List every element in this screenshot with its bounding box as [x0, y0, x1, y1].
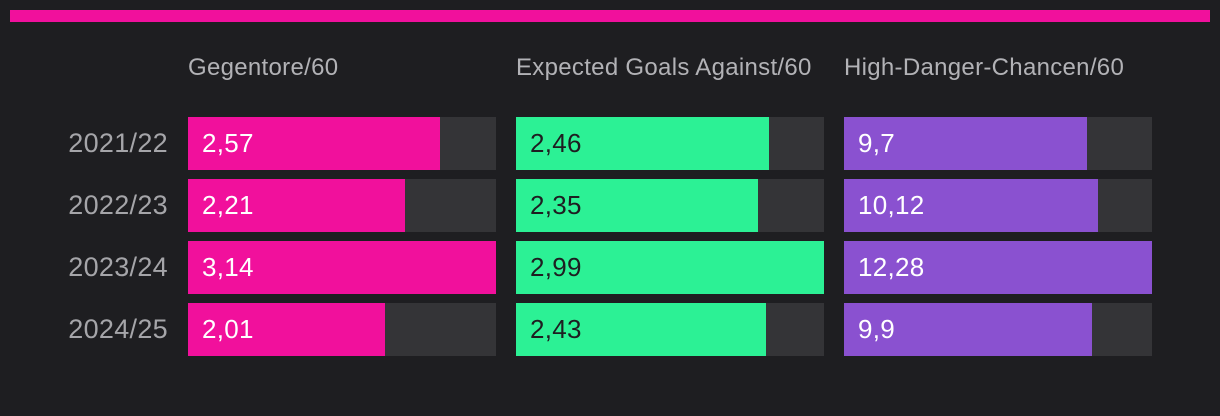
- bar-value: 2,35: [530, 190, 582, 220]
- bar-value: 2,01: [202, 314, 254, 344]
- bar-value: 10,12: [858, 190, 925, 220]
- bar-fill: 3,14: [188, 241, 496, 294]
- bar-fill: 2,57: [188, 117, 441, 170]
- corner-spacer: [0, 28, 168, 108]
- bar-fill: 10,12: [844, 179, 1098, 232]
- bar-track: 10,12: [844, 179, 1152, 232]
- bar-track: 2,21: [188, 179, 496, 232]
- season-label: 2022/23: [68, 190, 168, 220]
- bar-value: 2,43: [530, 314, 582, 344]
- bar-fill: 2,35: [516, 179, 759, 232]
- bar-fill: 9,7: [844, 117, 1088, 170]
- bar-chart: Gegentore/60 Expected Goals Against/60 H…: [0, 28, 1220, 356]
- bar-track: 2,46: [516, 117, 824, 170]
- bar-track: 3,14: [188, 241, 496, 294]
- bar-value: 9,7: [858, 128, 896, 158]
- bar-value: 9,9: [858, 314, 896, 344]
- column-header-expected-goals-against: Expected Goals Against/60: [516, 53, 812, 81]
- bar-track: 2,99: [516, 241, 824, 294]
- column-header-gegentore: Gegentore/60: [188, 53, 339, 81]
- bar-fill: 2,21: [188, 179, 405, 232]
- bar-fill: 9,9: [844, 303, 1093, 356]
- bar-track: 2,01: [188, 303, 496, 356]
- bar-track: 9,9: [844, 303, 1152, 356]
- bar-track: 2,35: [516, 179, 824, 232]
- bar-fill: 2,46: [516, 117, 770, 170]
- bar-track: 12,28: [844, 241, 1152, 294]
- bar-value: 12,28: [858, 252, 925, 282]
- bar-value: 2,46: [530, 128, 582, 158]
- accent-strip: [10, 10, 1210, 22]
- bar-track: 9,7: [844, 117, 1152, 170]
- bar-value: 2,99: [530, 252, 582, 282]
- bar-value: 2,21: [202, 190, 254, 220]
- bar-fill: 2,99: [516, 241, 824, 294]
- season-label: 2023/24: [68, 252, 168, 282]
- bar-value: 3,14: [202, 252, 254, 282]
- bar-fill: 12,28: [844, 241, 1152, 294]
- season-label: 2024/25: [68, 314, 168, 344]
- season-label: 2021/22: [68, 128, 168, 158]
- bar-fill: 2,43: [516, 303, 767, 356]
- bar-track: 2,57: [188, 117, 496, 170]
- column-header-high-danger-chancen: High-Danger-Chancen/60: [844, 53, 1125, 81]
- bar-fill: 2,01: [188, 303, 386, 356]
- bar-value: 2,57: [202, 128, 254, 158]
- bar-track: 2,43: [516, 303, 824, 356]
